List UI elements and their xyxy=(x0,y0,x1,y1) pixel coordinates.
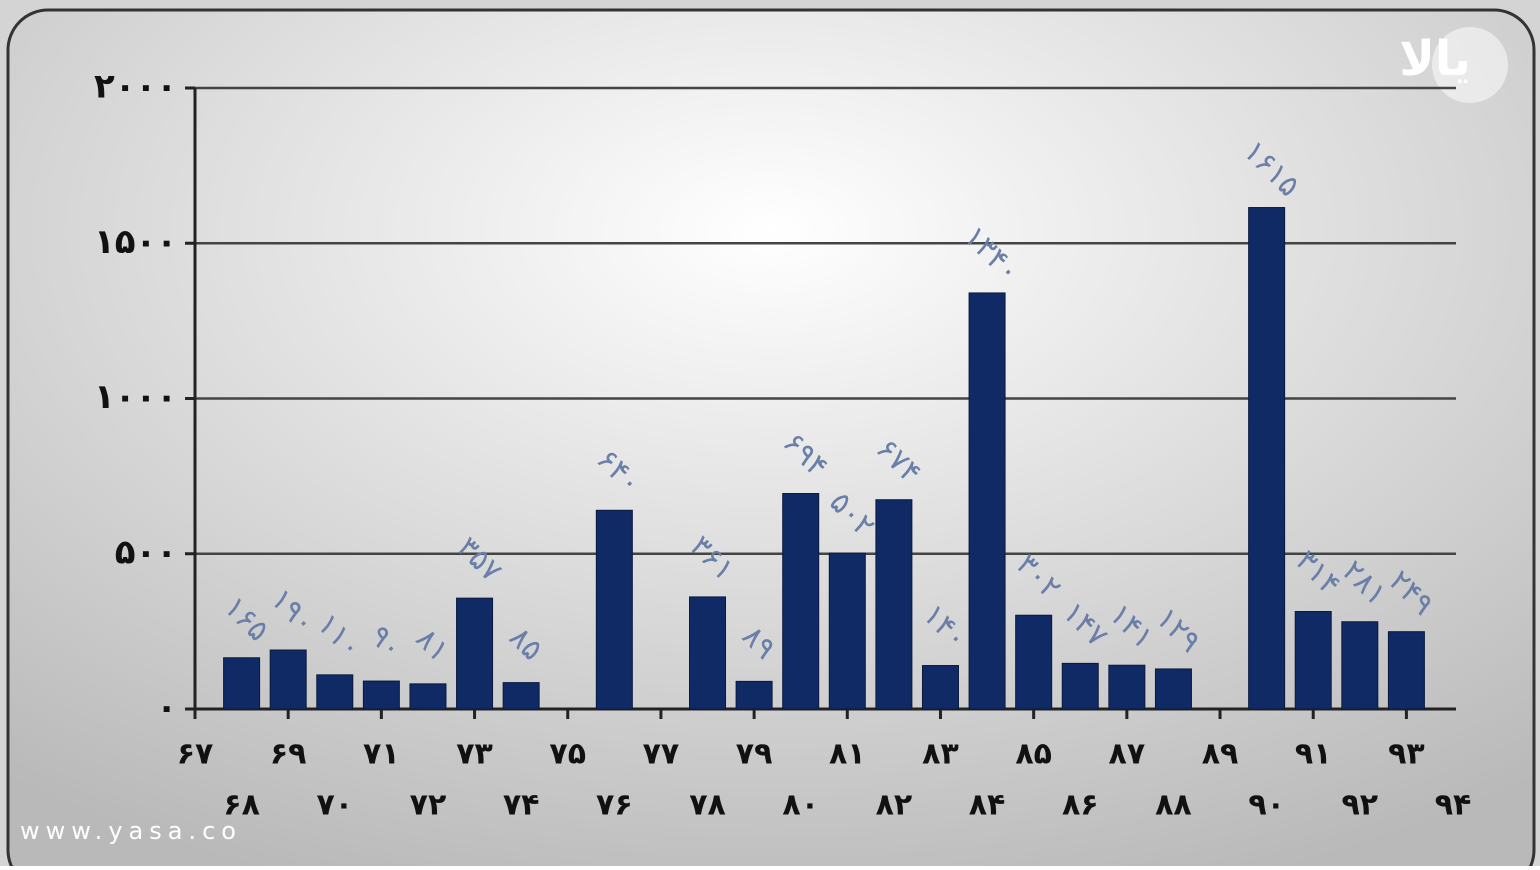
bar xyxy=(409,683,447,710)
x-tick-label: ۸۱ xyxy=(829,737,866,772)
bar xyxy=(223,657,261,710)
bar xyxy=(782,493,820,710)
x-tick-label: ۸۳ xyxy=(922,737,959,772)
bar xyxy=(921,665,959,710)
x-tick-label: ۹۲ xyxy=(1342,788,1379,823)
x-tick-label: ۸۲ xyxy=(876,788,913,823)
y-tick-label: ۰ xyxy=(156,688,177,728)
x-tick-label: ۷۸ xyxy=(689,788,726,823)
x-tick-label: ۸۵ xyxy=(1015,737,1052,772)
bar xyxy=(1387,631,1425,710)
x-tick-label: ۶۷ xyxy=(177,737,214,772)
bar xyxy=(1248,207,1286,710)
x-tick-label: ۷۲ xyxy=(410,788,447,823)
y-tick-label: ۲۰۰۰ xyxy=(94,67,177,107)
x-tick-label: ۹۰ xyxy=(1248,788,1285,823)
bar xyxy=(875,499,913,710)
x-tick-label: ۷۴ xyxy=(503,788,540,823)
bar xyxy=(316,674,354,710)
bar xyxy=(1108,664,1146,710)
bar xyxy=(1154,668,1192,710)
bar xyxy=(362,680,400,710)
x-tick-label: ۹۳ xyxy=(1388,737,1425,772)
logo-badge xyxy=(1432,27,1508,103)
x-tick-label: ۷۶ xyxy=(596,788,633,823)
y-tick-label: ۱۰۰۰ xyxy=(94,377,177,417)
x-tick-label: ۹۱ xyxy=(1295,737,1332,772)
x-tick-label: ۷۱ xyxy=(363,737,400,772)
bar xyxy=(689,596,727,710)
x-tick-label: ۷۵ xyxy=(549,737,586,772)
bar xyxy=(1294,611,1332,710)
bar xyxy=(735,680,773,710)
x-tick-label: ۸۷ xyxy=(1109,737,1146,772)
x-tick-label: ۶۸ xyxy=(223,788,260,823)
bar xyxy=(502,682,540,710)
logo: یالا xyxy=(1399,31,1471,87)
y-tick-label: ۱۵۰۰ xyxy=(94,222,177,262)
x-tick-label: ۷۰ xyxy=(316,788,353,823)
x-tick-label: ۷۹ xyxy=(736,737,773,772)
watermark: www.yasa.co xyxy=(20,817,242,845)
bar xyxy=(1341,621,1379,710)
x-tick-label: ۸۸ xyxy=(1155,788,1192,823)
y-tick-label: ۵۰۰ xyxy=(115,532,177,572)
x-tick-label: ۷۷ xyxy=(643,737,680,772)
bar xyxy=(968,292,1006,710)
bar xyxy=(1015,614,1053,710)
x-tick-label: ۸۰ xyxy=(782,788,819,823)
bar xyxy=(269,649,307,710)
bar xyxy=(828,552,866,710)
x-tick-label: ۶۹ xyxy=(270,737,307,772)
x-tick-label: ۷۳ xyxy=(456,737,493,772)
x-tick-label: ۸۹ xyxy=(1202,737,1239,772)
x-tick-label: ۹۴ xyxy=(1435,788,1472,823)
frame xyxy=(6,8,1536,870)
bar xyxy=(1061,662,1099,710)
x-tick-label: ۸۴ xyxy=(969,788,1006,823)
bar xyxy=(595,509,633,710)
x-tick-label: ۸۶ xyxy=(1062,788,1099,823)
bar xyxy=(456,597,494,710)
